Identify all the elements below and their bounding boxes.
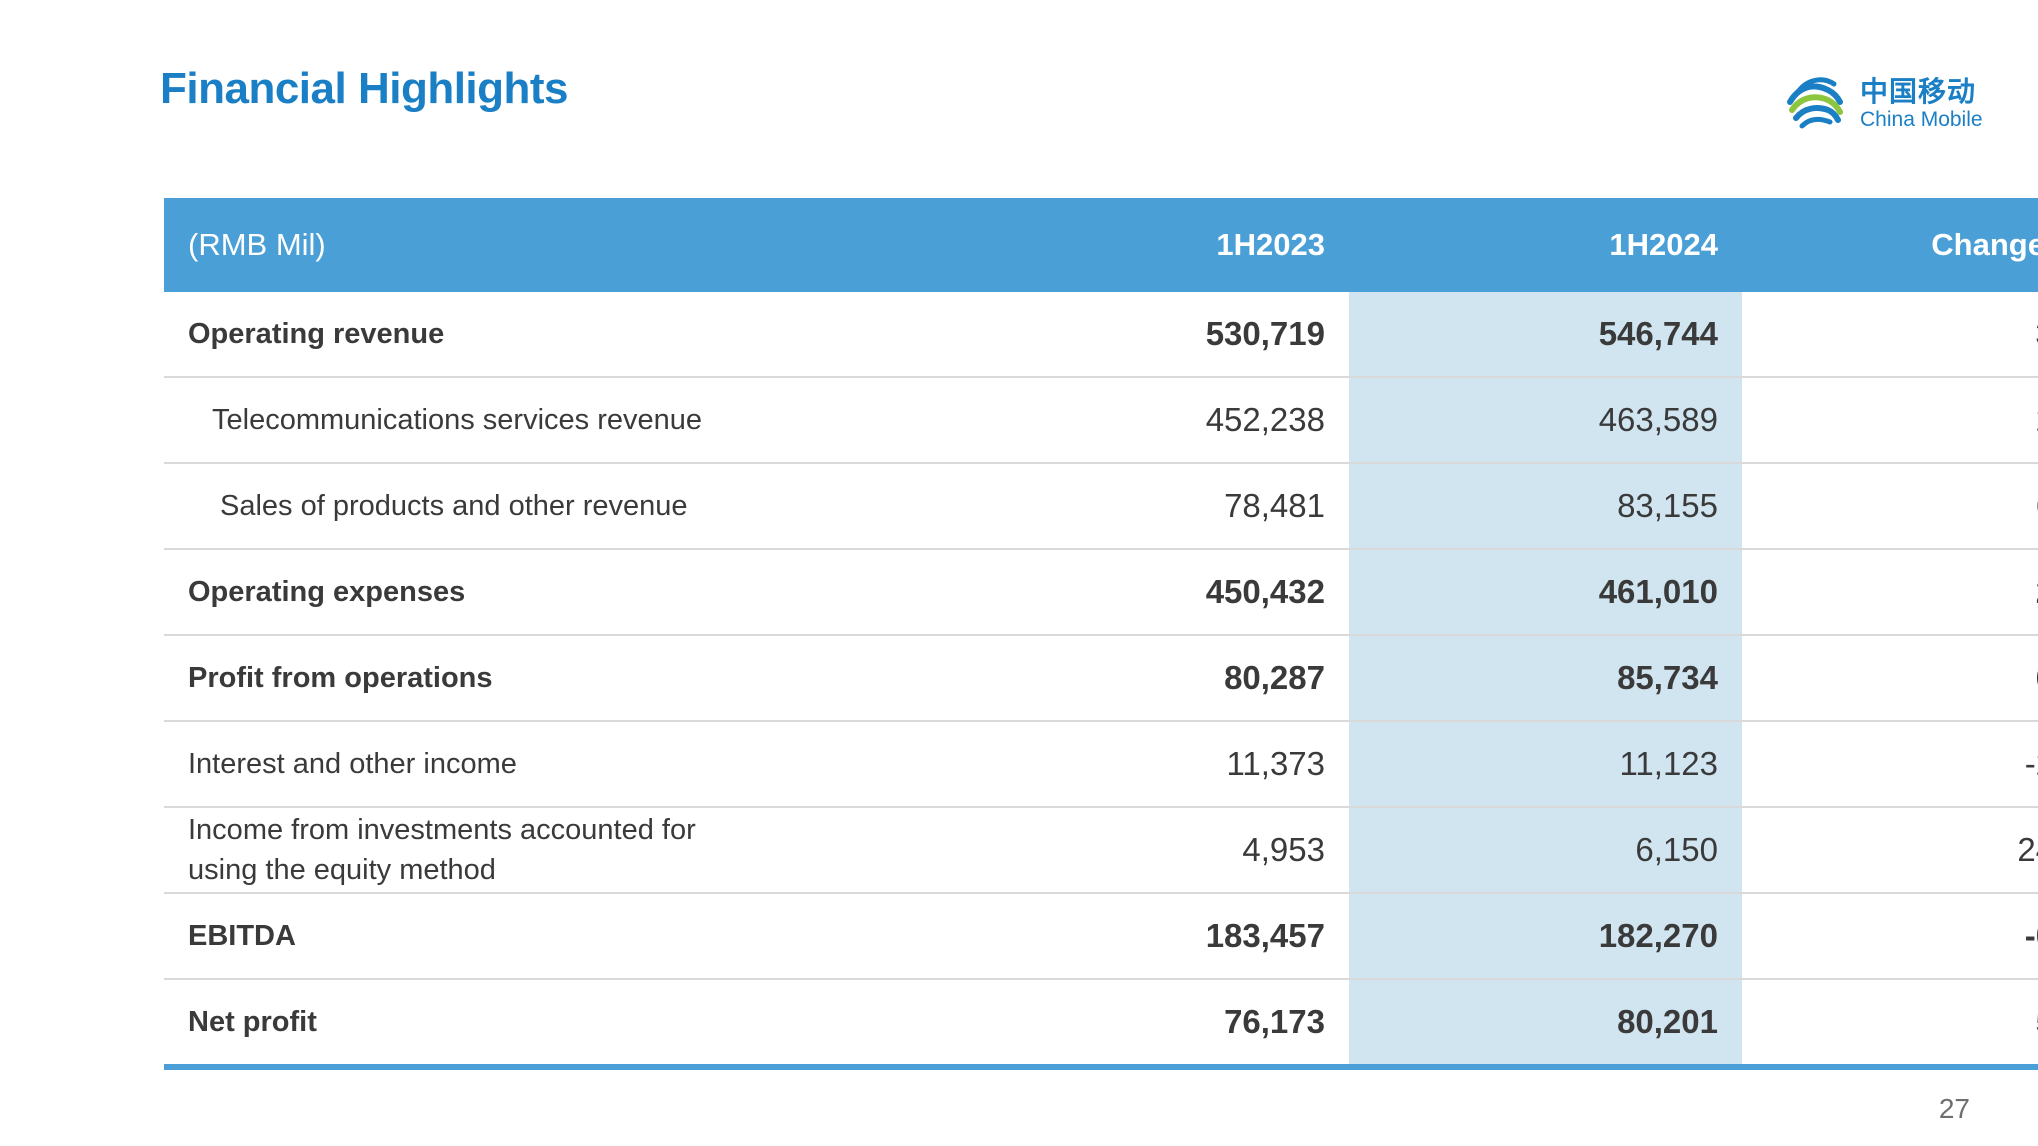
value-change: 6.8% — [1742, 635, 2038, 722]
table-row: Operating expenses 450,432 461,010 2.3% — [164, 549, 2038, 636]
value-1h2024: 80,201 — [1349, 979, 1742, 1070]
table-show: (RMB Mil) 1H2023 1H2024 Change YoY Opera… — [164, 198, 2038, 1070]
value-1h2024: 463,589 — [1349, 377, 1742, 464]
value-1h2024: 11,123 — [1349, 721, 1742, 808]
table-row: Net profit 76,173 80,201 5.3% — [164, 979, 2038, 1070]
value-change: 3.0% — [1742, 292, 2038, 378]
summary-header-row: (RMB Mil) 1H2023 1H2024 Change YoY — [164, 198, 2038, 292]
value-change: 6.0% — [1742, 463, 2038, 550]
value-1h2023: 450,432 — [956, 549, 1349, 636]
row-label: Profit from operations — [164, 635, 956, 722]
summary-header: (RMB Mil) 1H2023 1H2024 Change YoY — [164, 198, 2038, 292]
th-1h2024: 1H2024 — [1349, 198, 1742, 292]
value-1h2024: 546,744 — [1349, 292, 1742, 378]
summary-body: Operating revenue 530,719 546,744 3.0% T… — [164, 292, 2038, 1070]
table-row: Profit from operations 80,287 85,734 6.8… — [164, 635, 2038, 722]
row-label: Operating revenue — [164, 292, 956, 378]
table-row: Operating revenue 530,719 546,744 3.0% — [164, 292, 2038, 378]
value-1h2024: 83,155 — [1349, 463, 1742, 550]
value-change: 24.2% — [1742, 807, 2038, 894]
row-label: EBITDA — [164, 893, 956, 980]
row-label-line2: using the equity method — [188, 854, 496, 886]
value-1h2023: 183,457 — [956, 893, 1349, 980]
value-change: -2.2% — [1742, 721, 2038, 808]
value-change: 2.3% — [1742, 549, 2038, 636]
row-label: Telecommunications services revenue — [164, 377, 956, 464]
value-1h2023: 76,173 — [956, 979, 1349, 1070]
value-1h2023: 11,373 — [956, 721, 1349, 808]
value-change: 2.5% — [1742, 377, 2038, 464]
table-row: Income from investments accounted for us… — [164, 807, 2038, 894]
value-1h2024: 461,010 — [1349, 549, 1742, 636]
row-label-line1: Income from investments accounted for — [188, 814, 696, 846]
company-logo: 中国移动 China Mobile — [1782, 66, 1992, 136]
value-change: 5.3% — [1742, 979, 2038, 1070]
row-label-multiline: Income from investments accounted for us… — [164, 807, 956, 894]
value-change: -0.6% — [1742, 893, 2038, 980]
row-label: Interest and other income — [164, 721, 956, 808]
value-1h2023: 452,238 — [956, 377, 1349, 464]
page-number: 27 — [1938, 1093, 1970, 1124]
page-title: Financial Highlights — [160, 64, 569, 113]
row-label: Sales of products and other revenue — [164, 463, 956, 550]
row-label: Operating expenses — [164, 549, 956, 636]
china-mobile-logo-icon — [1787, 77, 1843, 129]
th-1h2023: 1H2023 — [956, 198, 1349, 292]
value-1h2023: 80,287 — [956, 635, 1349, 722]
table-row: EBITDA 183,457 182,270 -0.6% — [164, 893, 2038, 980]
value-1h2023: 530,719 — [956, 292, 1349, 378]
logo-chinese-text: 中国移动 — [1860, 75, 1977, 108]
value-1h2023: 78,481 — [956, 463, 1349, 550]
value-1h2024: 182,270 — [1349, 893, 1742, 980]
table-row: Telecommunications services revenue 452,… — [164, 377, 2038, 464]
value-1h2023: 4,953 — [956, 807, 1349, 894]
financial-summary-table: (RMB Mil) 1H2023 1H2024 Change YoY Opera… — [164, 198, 2038, 1070]
table-row: Sales of products and other revenue 78,4… — [164, 463, 2038, 550]
value-1h2024: 6,150 — [1349, 807, 1742, 894]
value-1h2024: 85,734 — [1349, 635, 1742, 722]
logo-english-text: China Mobile — [1860, 108, 1983, 131]
th-change-yoy: Change YoY — [1742, 198, 2038, 292]
th-unit: (RMB Mil) — [164, 198, 956, 292]
table-row: Interest and other income 11,373 11,123 … — [164, 721, 2038, 808]
row-label: Net profit — [164, 979, 956, 1070]
